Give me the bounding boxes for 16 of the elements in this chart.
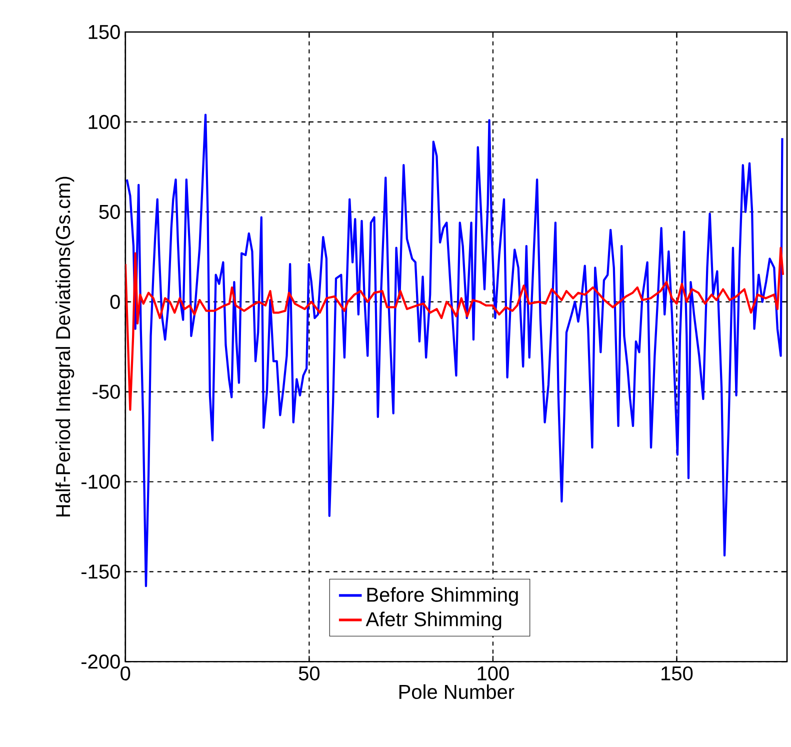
y-tick-label: 100 (88, 114, 120, 130)
y-tick-label: 150 (88, 24, 120, 40)
legend-label: Before Shimming (367, 587, 518, 606)
x-tick-label: 100 (478, 666, 509, 680)
y-tick-label: -100 (82, 474, 120, 489)
y-tick-label: -150 (82, 564, 120, 579)
legend-label: Afetr Shimming (366, 612, 502, 630)
x-tick-label: 50 (298, 666, 320, 680)
x-axis-title: Pole Number (399, 684, 514, 699)
y-tick-label: -200 (82, 654, 120, 669)
y-axis-title: Half-Period Integral Deviations(Gs.cm) (55, 176, 74, 516)
y-tick-label: -50 (92, 384, 120, 399)
x-tick-label: 0 (120, 666, 130, 680)
y-tick-label: 50 (99, 204, 120, 219)
x-tick-label: 150 (662, 666, 693, 680)
y-tick-label: 0 (110, 294, 120, 309)
